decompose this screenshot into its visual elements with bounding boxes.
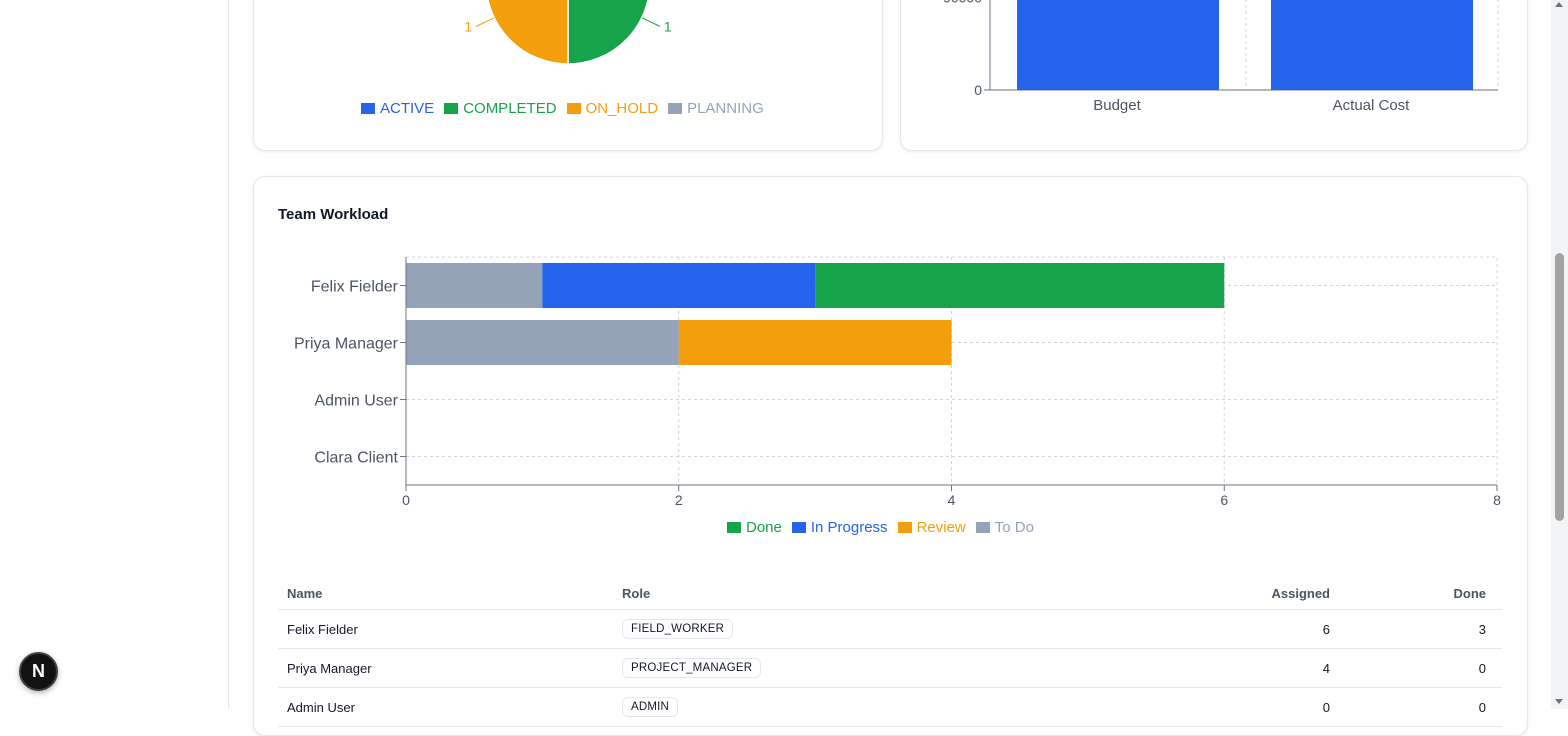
bar-felix-fielder-in-progress [542,263,816,308]
workload-legend: Done In Progress Review To Do [727,519,1034,536]
cell-assigned: 6 [1322,621,1330,637]
x-tick-label: 4 [948,492,956,508]
cell-done: 0 [1478,660,1486,676]
team-workload-card: Team Workload Felix Fielder Priya Manager… [253,176,1528,736]
x-tick-label: Actual Cost [1333,97,1411,114]
legend-label: ACTIVE [380,100,435,117]
legend-label: Review [916,519,966,536]
legend-label: COMPLETED [463,100,557,117]
legend-item-to-do[interactable]: To Do [975,519,1034,536]
bar-priya-manager-review [678,320,952,365]
y-tick-label: 90000 [943,0,982,5]
role-badge: PROJECT_MANAGER [622,658,762,678]
y-tick-label: Felix Fielder [311,279,399,296]
budget-bar-chart: 0 90000 Budget Actual Cost [943,0,1499,114]
bar-felix-fielder-done [815,263,1225,308]
x-tick-label: Budget [1093,97,1141,114]
scroll-down-icon[interactable] [1555,699,1563,704]
pie-data-label: 1 [664,18,672,34]
legend-swatch [791,522,806,533]
cell-name: Admin User [287,699,355,715]
pie-slice-completed [567,0,649,65]
x-tick-label: 2 [675,492,683,508]
cell-done: 3 [1478,621,1486,637]
cell-assigned: 4 [1322,660,1330,676]
bar-budget [1017,0,1219,90]
sidebar [0,0,229,709]
legend-swatch [361,103,375,114]
cell-done: 0 [1478,699,1486,715]
legend-label: To Do [994,519,1034,536]
vertical-scrollbar[interactable] [1551,0,1568,709]
legend-item-in-progress[interactable]: In Progress [791,519,888,536]
status-pie-chart: 11 [464,0,672,65]
x-tick-label: 8 [1493,492,1501,508]
card-title: Team Workload [278,206,389,223]
legend-item-planning[interactable]: PLANNING [668,100,764,117]
legend-label: Done [746,519,782,536]
legend-item-review[interactable]: Review [897,519,966,536]
scroll-thumb[interactable] [1555,253,1564,521]
budget-card: 0 90000 Budget Actual Cost [900,0,1528,151]
legend-swatch [444,103,459,114]
legend-item-on-hold[interactable]: ON_HOLD [566,100,659,117]
table-row: Admin User ADMIN 0 0 [278,688,1502,727]
team-table: Name Role Assigned Done Felix Fielder FI… [278,577,1502,727]
header-name[interactable]: Name [287,585,323,601]
header-assigned[interactable]: Assigned [1271,585,1330,601]
scroll-up-icon[interactable] [1555,2,1563,7]
legend-item-done[interactable]: Done [727,519,782,536]
legend-item-active[interactable]: ACTIVE [361,100,434,117]
pie-slice-on-hold [487,0,569,65]
legend-item-completed[interactable]: COMPLETED [444,100,557,117]
pie-label-line [641,17,661,27]
team-workload-chart: Felix Fielder Priya Manager Admin User Clar… [294,256,1501,508]
legend-label: ON_HOLD [585,100,659,117]
legend-label: PLANNING [687,100,764,117]
role-badge: FIELD_WORKER [622,619,734,639]
y-tick-label: Clara Client [314,450,398,467]
pie-data-label: 1 [464,18,472,34]
legend-swatch [975,522,990,533]
y-tick-label: 0 [974,82,982,98]
x-tick-label: 0 [402,492,410,508]
next-dev-indicator-button[interactable]: N [19,652,58,691]
cell-name: Felix Fielder [287,621,358,637]
legend-swatch [668,103,683,114]
y-tick-label: Priya Manager [294,336,399,353]
legend-swatch [727,522,741,533]
cell-name: Priya Manager [287,660,372,676]
status-legend: ACTIVE COMPLETED ON_HOLD PLANNING [361,100,764,117]
table-row: Felix Fielder FIELD_WORKER 6 3 [278,610,1502,649]
table-row: Priya Manager PROJECT_MANAGER 4 0 [278,649,1502,688]
bar-priya-manager-to-do [406,320,679,365]
bar-actual-cost [1271,0,1473,90]
table-header: Name Role Assigned Done [278,577,1502,610]
legend-swatch [897,522,912,533]
pie-label-line [475,17,495,27]
legend-swatch [566,103,581,114]
cell-assigned: 0 [1322,699,1330,715]
x-tick-label: 6 [1220,492,1228,508]
role-badge: ADMIN [622,697,679,717]
y-tick-label: Admin User [314,393,398,410]
bar-felix-fielder-to-do [406,263,543,308]
header-role[interactable]: Role [622,585,651,601]
legend-label: In Progress [810,519,888,536]
header-done[interactable]: Done [1453,585,1487,601]
